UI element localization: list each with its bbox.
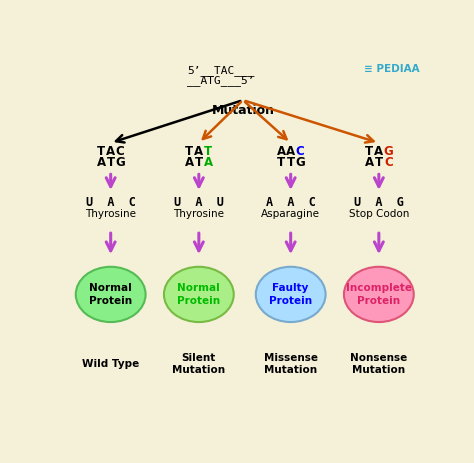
Text: T: T bbox=[195, 156, 203, 169]
Text: A  A  C: A A C bbox=[266, 196, 316, 209]
Text: Asparagine: Asparagine bbox=[261, 209, 320, 219]
Text: Wild Type: Wild Type bbox=[82, 359, 139, 369]
Text: U  A  U: U A U bbox=[174, 196, 224, 209]
Text: ≡ PEDIAA: ≡ PEDIAA bbox=[364, 64, 419, 75]
Ellipse shape bbox=[76, 267, 146, 322]
Text: A: A bbox=[286, 145, 295, 158]
Text: Stop Codon: Stop Codon bbox=[349, 209, 409, 219]
Text: Silent
Mutation: Silent Mutation bbox=[172, 353, 226, 375]
Text: T: T bbox=[185, 145, 193, 158]
Text: G: G bbox=[295, 156, 305, 169]
Text: A: A bbox=[276, 145, 286, 158]
Text: A: A bbox=[204, 156, 213, 169]
Text: U  A  G: U A G bbox=[354, 196, 404, 209]
Ellipse shape bbox=[344, 267, 414, 322]
Text: Incomplete
Protein: Incomplete Protein bbox=[346, 283, 412, 306]
Text: Mutation: Mutation bbox=[211, 104, 274, 117]
Text: T: T bbox=[375, 156, 383, 169]
Text: Normal
Protein: Normal Protein bbox=[177, 283, 220, 306]
Text: T: T bbox=[204, 145, 212, 158]
Text: T: T bbox=[365, 145, 374, 158]
Text: C: C bbox=[384, 156, 393, 169]
Text: Missense
Mutation: Missense Mutation bbox=[264, 353, 318, 375]
Text: U  A  C: U A C bbox=[86, 196, 136, 209]
Text: Thyrosine: Thyrosine bbox=[173, 209, 224, 219]
Text: 5’__TAC___: 5’__TAC___ bbox=[187, 66, 255, 76]
Text: G: G bbox=[115, 156, 125, 169]
Text: A: A bbox=[185, 156, 194, 169]
Text: C: C bbox=[116, 145, 125, 158]
Text: T: T bbox=[277, 156, 285, 169]
Text: A: A bbox=[365, 156, 374, 169]
Text: A: A bbox=[97, 156, 106, 169]
Text: T: T bbox=[107, 156, 115, 169]
Text: Thyrosine: Thyrosine bbox=[85, 209, 136, 219]
Text: Nonsense
Mutation: Nonsense Mutation bbox=[350, 353, 408, 375]
Text: T: T bbox=[97, 145, 105, 158]
Text: C: C bbox=[296, 145, 305, 158]
Text: Faulty
Protein: Faulty Protein bbox=[269, 283, 312, 306]
Text: A: A bbox=[194, 145, 203, 158]
Ellipse shape bbox=[164, 267, 234, 322]
Text: T: T bbox=[287, 156, 295, 169]
Ellipse shape bbox=[256, 267, 326, 322]
Text: __ATG___5’: __ATG___5’ bbox=[187, 75, 255, 86]
Text: A: A bbox=[106, 145, 115, 158]
Text: Normal
Protein: Normal Protein bbox=[89, 283, 132, 306]
Text: A: A bbox=[374, 145, 383, 158]
Text: G: G bbox=[383, 145, 393, 158]
